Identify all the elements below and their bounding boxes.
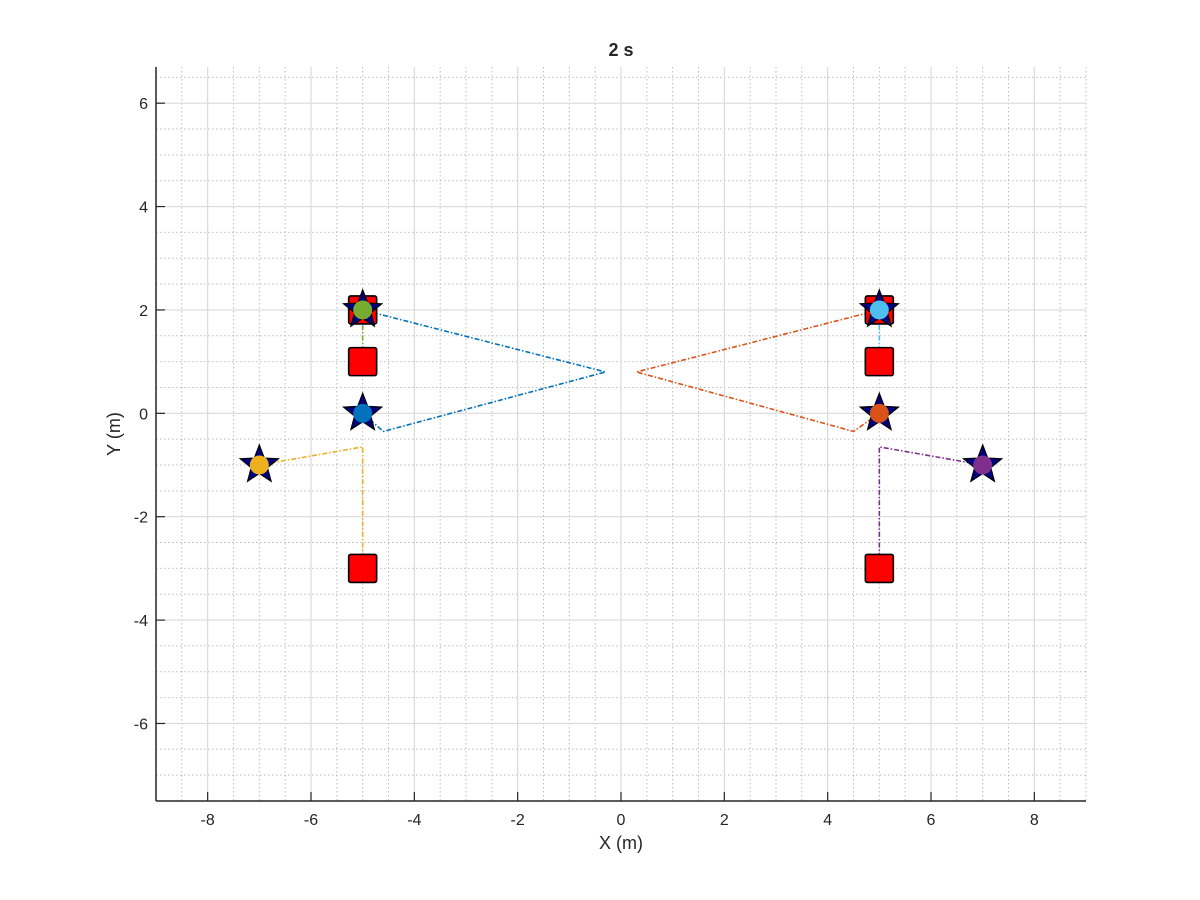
x-tick-label: -6 bbox=[304, 812, 318, 829]
markers bbox=[238, 288, 1004, 584]
agent-point bbox=[353, 300, 373, 320]
y-tick-label: 2 bbox=[139, 303, 148, 320]
start-square-marker bbox=[347, 553, 378, 584]
agent-point bbox=[869, 300, 889, 320]
x-tick-label: 8 bbox=[1030, 812, 1039, 829]
x-tick-label: 4 bbox=[823, 812, 832, 829]
agent-point bbox=[973, 455, 993, 475]
y-tick-label: 0 bbox=[139, 406, 148, 423]
start-square-marker bbox=[347, 346, 378, 377]
y-axis-title: Y (m) bbox=[104, 412, 124, 456]
x-axis-title: X (m) bbox=[599, 833, 643, 853]
x-tick-label: 0 bbox=[617, 812, 626, 829]
y-tick-label: -4 bbox=[134, 613, 148, 630]
agent-point bbox=[869, 403, 889, 423]
axes bbox=[155, 67, 1086, 802]
y-tick-label: 6 bbox=[139, 96, 148, 113]
start-square-marker bbox=[864, 553, 895, 584]
y-tick-label: -6 bbox=[134, 716, 148, 733]
x-tick-label: -8 bbox=[201, 812, 215, 829]
chart-title: 2 s bbox=[608, 40, 633, 60]
y-tick-label: -2 bbox=[134, 510, 148, 527]
tick-labels: -8 -6 -4 -2 0 2 4 6 8 -6 -4 -2 0 2 4 6 bbox=[134, 96, 1039, 829]
trajectory-line bbox=[878, 445, 983, 569]
x-tick-label: -2 bbox=[511, 812, 525, 829]
grid bbox=[155, 67, 1087, 802]
trajectory-line bbox=[259, 445, 364, 569]
start-square-marker bbox=[864, 346, 895, 377]
x-tick-label: 6 bbox=[927, 812, 936, 829]
agent-point bbox=[249, 455, 269, 475]
trajectory-line bbox=[633, 309, 880, 433]
y-tick-label: 4 bbox=[139, 200, 148, 217]
agent-point bbox=[353, 403, 373, 423]
x-tick-label: -4 bbox=[407, 812, 421, 829]
x-tick-label: 2 bbox=[720, 812, 729, 829]
